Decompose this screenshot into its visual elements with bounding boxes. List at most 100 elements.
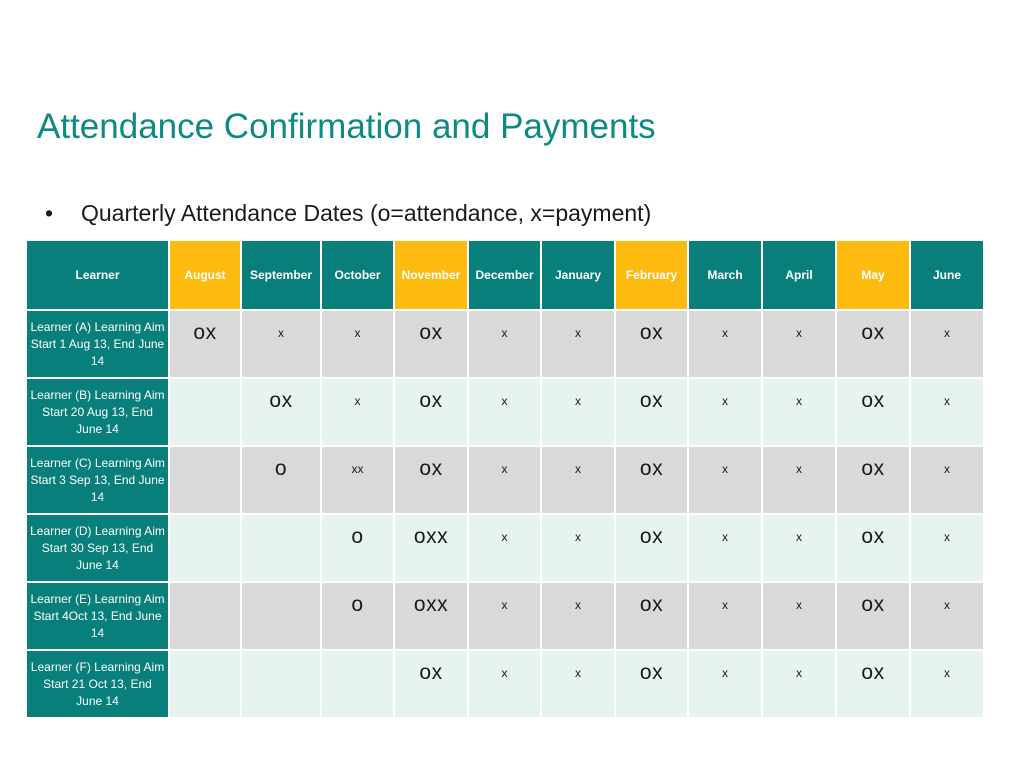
attendance-cell: ox — [393, 649, 469, 719]
attendance-cell: ox — [835, 445, 911, 515]
attendance-mark: ox — [419, 321, 443, 344]
attendance-mark: x — [575, 462, 581, 476]
attendance-mark — [171, 401, 239, 423]
attendance-cell: x — [320, 377, 395, 447]
attendance-mark: x — [501, 666, 508, 680]
attendance-mark: x — [722, 462, 728, 476]
attendance-mark: x — [354, 326, 361, 340]
attendance-cell: ox — [168, 309, 242, 379]
header-month-december: December — [467, 239, 542, 311]
attendance-mark: ox — [861, 593, 885, 616]
header-month-march: March — [687, 239, 763, 311]
attendance-cell: x — [761, 377, 837, 447]
attendance-cell: ox — [240, 377, 322, 447]
attendance-mark: oxx — [413, 593, 449, 616]
attendance-cell — [168, 649, 242, 719]
attendance-mark: x — [501, 598, 508, 612]
header-month-february: February — [614, 239, 689, 311]
attendance-cell: xx — [320, 445, 395, 515]
attendance-mark: x — [944, 666, 950, 680]
attendance-mark — [323, 673, 392, 695]
attendance-mark: ox — [861, 321, 885, 344]
attendance-mark: x — [501, 394, 508, 408]
attendance-mark: x — [722, 598, 728, 612]
attendance-cell: x — [909, 309, 985, 379]
attendance-mark: x — [722, 326, 728, 340]
attendance-cell — [240, 649, 322, 719]
attendance-mark: ox — [639, 321, 664, 344]
attendance-mark: ox — [639, 389, 664, 412]
attendance-cell: x — [687, 377, 763, 447]
attendance-cell: o — [320, 513, 395, 583]
attendance-cell: x — [761, 581, 837, 651]
attendance-mark: ox — [861, 525, 885, 548]
attendance-mark: ox — [419, 457, 443, 480]
attendance-cell: ox — [614, 377, 689, 447]
header-month-april: April — [761, 239, 837, 311]
attendance-mark: x — [944, 462, 950, 476]
attendance-cell: ox — [835, 581, 911, 651]
attendance-cell: x — [467, 309, 542, 379]
attendance-mark: x — [796, 394, 802, 408]
table-row: Learner (A) Learning Aim Start 1 Aug 13,… — [25, 309, 985, 379]
bullet-text: Quarterly Attendance Dates (o=attendance… — [81, 200, 652, 226]
attendance-cell: x — [540, 581, 616, 651]
attendance-cell: o — [320, 581, 395, 651]
attendance-cell: ox — [614, 513, 689, 583]
attendance-mark — [171, 537, 239, 559]
attendance-mark: ox — [419, 389, 443, 412]
attendance-cell: ox — [835, 377, 911, 447]
attendance-cell — [240, 581, 322, 651]
attendance-mark: x — [278, 326, 284, 340]
attendance-cell: ox — [393, 445, 469, 515]
learner-cell: Learner (C) Learning Aim Start 3 Sep 13,… — [25, 445, 170, 515]
learner-cell: Learner (A) Learning Aim Start 1 Aug 13,… — [25, 309, 170, 379]
learner-cell: Learner (E) Learning Aim Start 4Oct 13, … — [25, 581, 170, 651]
attendance-cell: ox — [393, 377, 469, 447]
attendance-mark: x — [944, 530, 950, 544]
attendance-mark: x — [575, 530, 581, 544]
attendance-cell: ox — [835, 513, 911, 583]
attendance-mark: ox — [639, 525, 664, 548]
attendance-mark: ox — [861, 457, 885, 480]
header-row: Learner August September October November De… — [25, 239, 985, 311]
attendance-cell — [168, 513, 242, 583]
attendance-cell: x — [540, 445, 616, 515]
table-row: Learner (E) Learning Aim Start 4Oct 13, … — [25, 581, 985, 651]
learner-cell: Learner (F) Learning Aim Start 21 Oct 13… — [25, 649, 170, 719]
attendance-cell: oxx — [393, 513, 469, 583]
attendance-mark: o — [351, 593, 364, 616]
slide-title: Attendance Confirmation and Payments — [37, 107, 656, 146]
attendance-cell: x — [467, 377, 542, 447]
attendance-cell: x — [909, 649, 985, 719]
attendance-cell — [240, 513, 322, 583]
bullet-dot-icon: • — [45, 200, 54, 226]
attendance-mark: x — [575, 666, 581, 680]
header-learner: Learner — [25, 239, 170, 311]
attendance-mark — [243, 537, 319, 559]
attendance-cell: x — [240, 309, 322, 379]
attendance-cell: x — [687, 445, 763, 515]
attendance-cell: x — [467, 581, 542, 651]
attendance-cell: ox — [393, 309, 469, 379]
attendance-cell: o — [240, 445, 322, 515]
attendance-cell: oxx — [393, 581, 469, 651]
table-row: Learner (C) Learning Aim Start 3 Sep 13,… — [25, 445, 985, 515]
attendance-cell — [320, 649, 395, 719]
attendance-mark: x — [944, 394, 950, 408]
attendance-cell: x — [687, 649, 763, 719]
attendance-mark: x — [354, 394, 361, 408]
attendance-cell: ox — [835, 309, 911, 379]
header-month-august: August — [168, 239, 242, 311]
attendance-mark: x — [944, 598, 950, 612]
attendance-mark: x — [796, 598, 802, 612]
attendance-mark: x — [575, 598, 581, 612]
attendance-mark: o — [351, 525, 364, 548]
attendance-cell: x — [467, 649, 542, 719]
attendance-mark: ox — [193, 321, 217, 344]
attendance-cell: x — [761, 513, 837, 583]
table-body: Learner (A) Learning Aim Start 1 Aug 13,… — [25, 309, 985, 719]
attendance-cell: x — [467, 445, 542, 515]
attendance-mark: x — [575, 394, 581, 408]
table-row: Learner (B) Learning Aim Start 20 Aug 13… — [25, 377, 985, 447]
